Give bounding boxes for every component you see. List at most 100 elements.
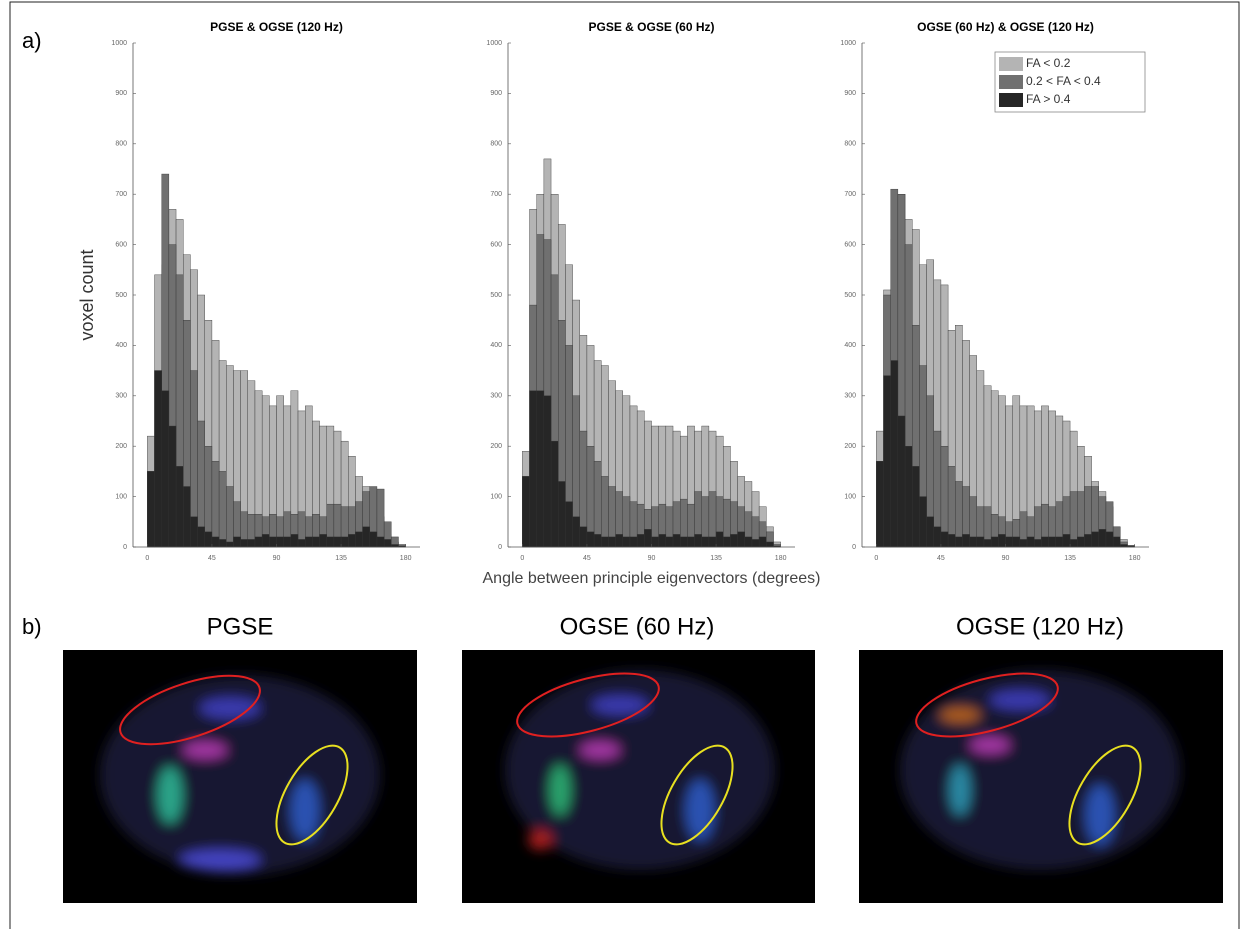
histogram-bar (998, 534, 1006, 548)
y-tick-label: 1000 (111, 40, 127, 47)
x-tick-label: 180 (1129, 555, 1141, 562)
histogram-bar (190, 516, 198, 548)
histogram-bar (615, 534, 623, 548)
histogram-bar (1069, 539, 1078, 548)
histogram-bar (947, 534, 956, 548)
y-tick-label: 0 (123, 544, 127, 551)
histogram-chart: PGSE & OGSE (120 Hz) 0 100 200 300 400 500 600 7… (77, 20, 420, 562)
histogram-bar (204, 531, 213, 548)
x-tick-label: 180 (400, 555, 412, 562)
histogram-bar (369, 531, 378, 548)
histogram-bar (622, 536, 631, 548)
histogram-bar (608, 536, 616, 548)
y-tick-label: 100 (844, 493, 856, 500)
histogram-bar (319, 534, 327, 548)
histogram-bar (1026, 536, 1035, 548)
histogram-bar (1112, 536, 1121, 548)
y-tick-label: 700 (115, 191, 127, 198)
x-tick-label: 0 (520, 555, 524, 562)
histogram-bar (758, 536, 767, 548)
histogram-bar (601, 476, 609, 548)
histogram-bar (233, 536, 241, 548)
image-2 (462, 650, 815, 903)
panel-label: a) (22, 28, 42, 53)
histogram-bar (283, 536, 292, 548)
histogram-bar (969, 536, 977, 548)
y-tick-label: 800 (844, 141, 856, 148)
histogram-bar (348, 534, 356, 548)
histogram-bar (1041, 536, 1049, 548)
image-title: OGSE (120 Hz) (956, 613, 1124, 640)
y-tick-label: 200 (844, 443, 856, 450)
histogram-bar (1091, 531, 1099, 548)
histogram-bar (766, 541, 774, 548)
histogram-bar (708, 536, 717, 548)
histogram-bar (644, 529, 652, 548)
histogram-bar (744, 536, 753, 548)
y-tick-label: 0 (852, 544, 856, 551)
y-tick-label: 200 (490, 443, 502, 450)
y-tick-label: 800 (490, 141, 502, 148)
histogram-bar (701, 536, 710, 548)
y-tick-label: 700 (844, 191, 856, 198)
histogram-bar (529, 390, 537, 548)
y-tick-label: 100 (490, 493, 502, 500)
histogram-bar (694, 534, 702, 548)
image-texture (900, 670, 1180, 870)
histogram-bar (593, 461, 602, 548)
y-tick-label: 1000 (486, 40, 502, 47)
x-tick-label: 90 (273, 555, 281, 562)
histogram-bar (550, 440, 559, 548)
histogram-bar (168, 425, 177, 548)
panel-label: b) (22, 614, 42, 639)
histogram-bar (1033, 539, 1042, 548)
histogram-bar (1098, 529, 1107, 548)
y-tick-label: 1000 (840, 40, 856, 47)
histogram-bar (269, 536, 277, 548)
histogram-bar (1055, 536, 1064, 548)
histogram-bar (940, 531, 949, 548)
image-texture (100, 675, 380, 875)
histogram-bar (926, 516, 934, 548)
histogram-bar (687, 536, 695, 548)
x-tick-label: 180 (775, 555, 787, 562)
histogram-bar (715, 531, 724, 548)
histogram-bar (154, 370, 162, 548)
histogram-bar (1048, 536, 1056, 548)
histogram-bar (247, 539, 256, 548)
y-tick-label: 0 (498, 544, 502, 551)
histogram-bar (665, 536, 674, 548)
histogram-bar (572, 516, 580, 548)
histogram-bar (161, 390, 170, 548)
histogram-bar (183, 486, 191, 548)
chart-title: PGSE & OGSE (120 Hz) (210, 20, 343, 34)
y-tick-label: 600 (844, 241, 856, 248)
x-tick-label: 0 (145, 555, 149, 562)
histogram-bar (955, 536, 963, 548)
legend-label: FA < 0.2 (1026, 56, 1071, 70)
y-tick-label: 100 (115, 493, 127, 500)
histogram-bar (579, 526, 588, 548)
histogram-bar (723, 536, 731, 548)
y-tick-label: 300 (115, 393, 127, 400)
roi-ellipse (119, 674, 261, 746)
legend-label: FA > 0.4 (1026, 92, 1071, 106)
histogram-bar (254, 536, 263, 548)
y-tick-label: 400 (844, 342, 856, 349)
histogram-bar (326, 536, 335, 548)
histogram-bar (543, 395, 552, 548)
y-tick-label: 600 (115, 241, 127, 248)
image-title: OGSE (60 Hz) (560, 613, 715, 640)
histogram-bar (658, 534, 667, 548)
histogram-bar (1105, 531, 1114, 548)
y-tick-label: 500 (115, 292, 127, 299)
roi-ellipse (1068, 744, 1142, 846)
histogram-bar (333, 536, 342, 548)
y-axis-label: voxel count (77, 249, 97, 340)
y-tick-label: 300 (844, 393, 856, 400)
histogram-bar (175, 466, 184, 548)
histogram-bar (962, 534, 970, 548)
histogram-bar (211, 536, 220, 548)
